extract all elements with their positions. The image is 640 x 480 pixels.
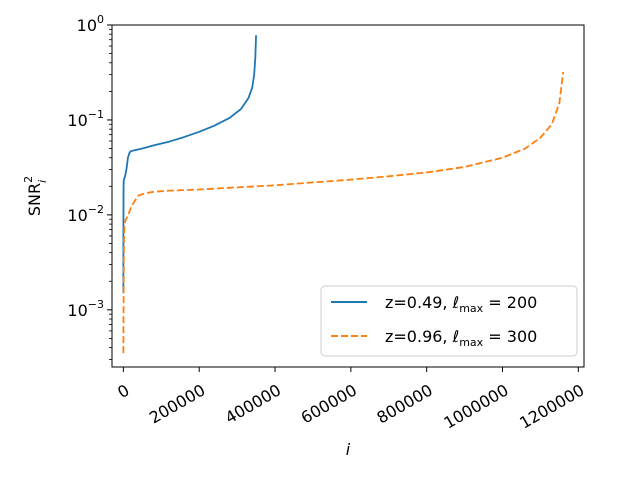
x-axis: 0 200000 400000 600000 800000 1000000 1200000 — [114, 367, 588, 433]
series-layer — [122, 35, 565, 354]
y-axis: 10−3 10−2 10−1 100 — [67, 13, 112, 360]
legend-entry-series-2: z=0.96, ℓmax = 300 — [385, 327, 537, 349]
series-line-2 — [122, 71, 565, 354]
y-axis-label: SNR2i — [22, 176, 49, 216]
y-tick-label: 10−2 — [67, 203, 104, 225]
x-tick-label: 600000 — [298, 380, 360, 427]
y-axis-label-sup: 2 — [22, 176, 35, 183]
x-tick-label: 800000 — [373, 380, 435, 427]
y-axis-label-sub: i — [36, 180, 49, 183]
y-tick-label: 10−3 — [67, 298, 104, 320]
x-tick-label: 1200000 — [516, 380, 587, 432]
y-axis-label-main: SNR — [25, 183, 44, 216]
x-tick-label: 400000 — [222, 380, 284, 427]
y-tick-label: 10−1 — [67, 108, 104, 130]
legend-entry-series-1: z=0.49, ℓmax = 200 — [385, 293, 537, 315]
x-tick-label: 200000 — [146, 380, 208, 427]
svg-text:SNR2i: SNR2i — [22, 176, 49, 216]
legend: z=0.49, ℓmax = 200 z=0.96, ℓmax = 300 — [320, 285, 578, 357]
series-line-1 — [122, 35, 257, 294]
x-tick-label: 1000000 — [440, 380, 511, 432]
legend-box — [320, 285, 578, 357]
axes-frame — [111, 24, 585, 368]
y-tick-label: 100 — [77, 13, 104, 35]
x-tick-label: 0 — [114, 380, 132, 402]
x-axis-label: i — [346, 440, 351, 459]
